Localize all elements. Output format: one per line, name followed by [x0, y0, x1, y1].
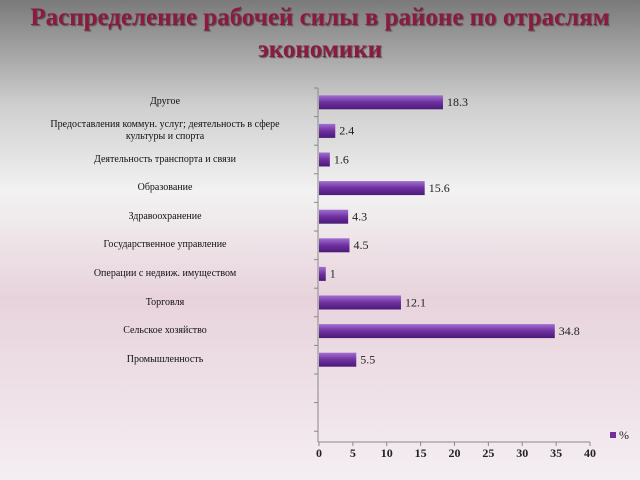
x-tick-label: 30 [516, 446, 528, 460]
value-label: 1 [330, 267, 336, 281]
bar [319, 152, 330, 167]
y-tick-label: Другое [149, 96, 181, 108]
x-tick-label: 40 [584, 446, 596, 460]
y-tick-label: Деятельность транспорта и связи [94, 153, 236, 165]
value-label: 18.3 [447, 95, 468, 109]
y-tick-label: Торговля [145, 296, 185, 308]
value-label: 34.8 [559, 324, 580, 338]
bar [319, 352, 357, 367]
y-tick-label: Предоставления коммун. услуг; деятельнос… [50, 118, 280, 142]
bar [319, 295, 401, 310]
bar [319, 181, 425, 196]
y-tick-label: Промышленность [126, 353, 204, 365]
bar [319, 238, 350, 253]
value-label: 4.3 [352, 209, 367, 223]
bar [319, 95, 443, 110]
value-label: 1.6 [334, 152, 349, 166]
y-tick-label: Операции с недвиж. имуществом [93, 267, 237, 279]
x-tick-label: 35 [550, 446, 562, 460]
value-label: 4.5 [353, 238, 368, 252]
x-tick-label: 0 [316, 446, 322, 460]
value-label: 12.1 [405, 295, 426, 309]
y-tick-label: Образование [137, 182, 193, 194]
value-label: 15.6 [429, 181, 450, 195]
x-tick-label: 15 [415, 446, 427, 460]
x-tick-label: 20 [449, 446, 461, 460]
legend-label: % [619, 428, 629, 442]
bar [319, 209, 349, 224]
bar [319, 266, 326, 281]
x-tick-label: 5 [350, 446, 356, 460]
y-tick-label: Здравоохранение [128, 210, 202, 222]
x-tick-label: 25 [482, 446, 494, 460]
y-tick-label: Сельское хозяйство [123, 325, 207, 337]
value-label: 5.5 [360, 352, 375, 366]
value-label: 2.4 [339, 124, 354, 138]
bar [319, 123, 336, 138]
legend-swatch [610, 432, 616, 438]
y-tick-label: Государственное управление [103, 239, 227, 251]
chart-title: Распределение рабочей силы в районе по о… [30, 4, 610, 63]
bar [319, 324, 555, 339]
x-tick-label: 10 [381, 446, 393, 460]
